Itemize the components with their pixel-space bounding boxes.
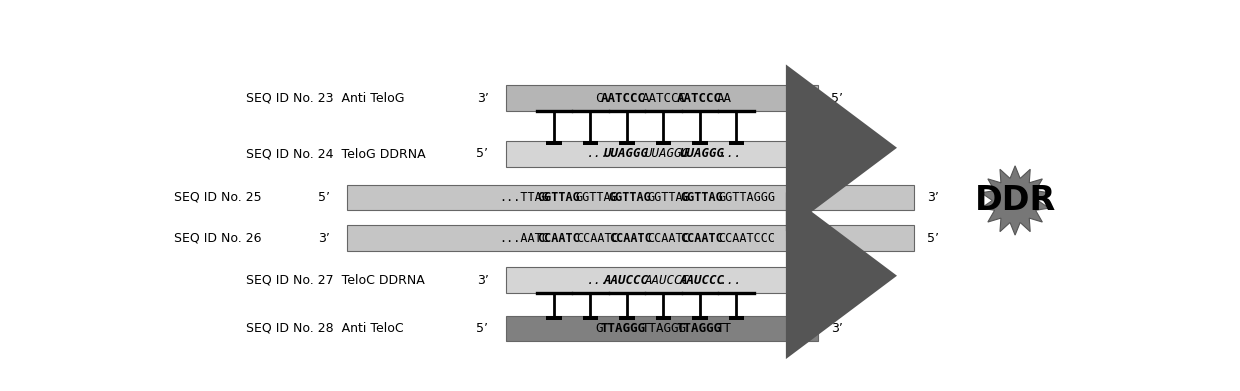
Text: ...TTAG: ...TTAG (498, 191, 549, 204)
Text: CCAATC: CCAATC (609, 231, 651, 245)
FancyBboxPatch shape (506, 267, 818, 293)
Text: ...AATC: ...AATC (498, 231, 549, 245)
Text: SEQ ID No. 27  TeloC DDRNA: SEQ ID No. 27 TeloC DDRNA (247, 274, 425, 287)
Text: AATCCC: AATCCC (601, 91, 646, 105)
Text: 3’: 3’ (831, 147, 842, 160)
Polygon shape (981, 166, 1049, 235)
Bar (692, 316, 708, 320)
Text: TTAGGG: TTAGGG (677, 322, 722, 335)
Text: 3’: 3’ (476, 274, 489, 287)
Text: 3’: 3’ (317, 231, 330, 245)
Text: SEQ ID No. 23  Anti TeloG: SEQ ID No. 23 Anti TeloG (247, 91, 404, 105)
Text: 5’: 5’ (476, 322, 489, 335)
Text: GGTTAG: GGTTAG (609, 191, 651, 204)
Text: AA: AA (717, 91, 732, 105)
Bar (656, 141, 671, 145)
Text: AATCCC: AATCCC (641, 91, 687, 105)
Text: CCAATC: CCAATC (680, 231, 723, 245)
Text: SEQ ID No. 28  Anti TeloC: SEQ ID No. 28 Anti TeloC (247, 322, 404, 335)
Text: CCAATC: CCAATC (537, 231, 580, 245)
FancyBboxPatch shape (506, 85, 818, 111)
Text: 5’: 5’ (831, 274, 843, 287)
Text: ...: ... (587, 147, 609, 160)
Bar (656, 316, 671, 320)
Text: GGTTAG: GGTTAG (575, 191, 619, 204)
Bar (619, 316, 635, 320)
Bar (692, 141, 708, 145)
Bar (546, 316, 562, 320)
Text: 3’: 3’ (926, 191, 939, 204)
Text: AAUCCC: AAUCCC (604, 274, 649, 287)
Text: AAUCCC: AAUCCC (680, 274, 724, 287)
Text: 5’: 5’ (317, 191, 330, 204)
Text: ...: ... (587, 274, 609, 287)
Text: 5’: 5’ (926, 231, 939, 245)
Text: GGTTAG: GGTTAG (537, 191, 580, 204)
Text: CCAATC: CCAATC (647, 231, 689, 245)
Text: DDR: DDR (975, 184, 1055, 217)
Bar (583, 141, 598, 145)
FancyBboxPatch shape (347, 185, 914, 210)
Bar (546, 141, 562, 145)
Text: GGTTAGGG: GGTTAGGG (718, 191, 775, 204)
Bar (729, 141, 744, 145)
Text: TTAGGG: TTAGGG (641, 322, 687, 335)
Text: G: G (595, 322, 603, 335)
Text: 5’: 5’ (476, 147, 489, 160)
Text: CCAATCCC: CCAATCCC (718, 231, 775, 245)
Text: UUAGGG: UUAGGG (645, 147, 689, 160)
Text: GGTTAG: GGTTAG (647, 191, 689, 204)
Text: AATCCC: AATCCC (677, 91, 722, 105)
Text: GGTTAG: GGTTAG (680, 191, 723, 204)
Bar (583, 316, 598, 320)
Text: 5’: 5’ (831, 91, 843, 105)
FancyBboxPatch shape (347, 225, 914, 251)
FancyBboxPatch shape (506, 141, 818, 167)
Bar (619, 141, 635, 145)
Text: ...: ... (720, 274, 743, 287)
Text: ...: ... (720, 147, 743, 160)
Text: UUAGGG: UUAGGG (604, 147, 649, 160)
Text: SEQ ID No. 24  TeloG DDRNA: SEQ ID No. 24 TeloG DDRNA (247, 147, 425, 160)
Text: 3’: 3’ (831, 322, 842, 335)
Bar (729, 316, 744, 320)
FancyBboxPatch shape (506, 316, 818, 341)
Text: TTAGGG: TTAGGG (601, 322, 646, 335)
Text: SEQ ID No. 25: SEQ ID No. 25 (174, 191, 262, 204)
Text: AAUCCC: AAUCCC (645, 274, 689, 287)
Text: CCAATC: CCAATC (575, 231, 619, 245)
Text: TT: TT (717, 322, 732, 335)
Text: 3’: 3’ (476, 91, 489, 105)
Text: UUAGGG: UUAGGG (680, 147, 724, 160)
Text: SEQ ID No. 26: SEQ ID No. 26 (174, 231, 262, 245)
Text: C: C (595, 91, 603, 105)
